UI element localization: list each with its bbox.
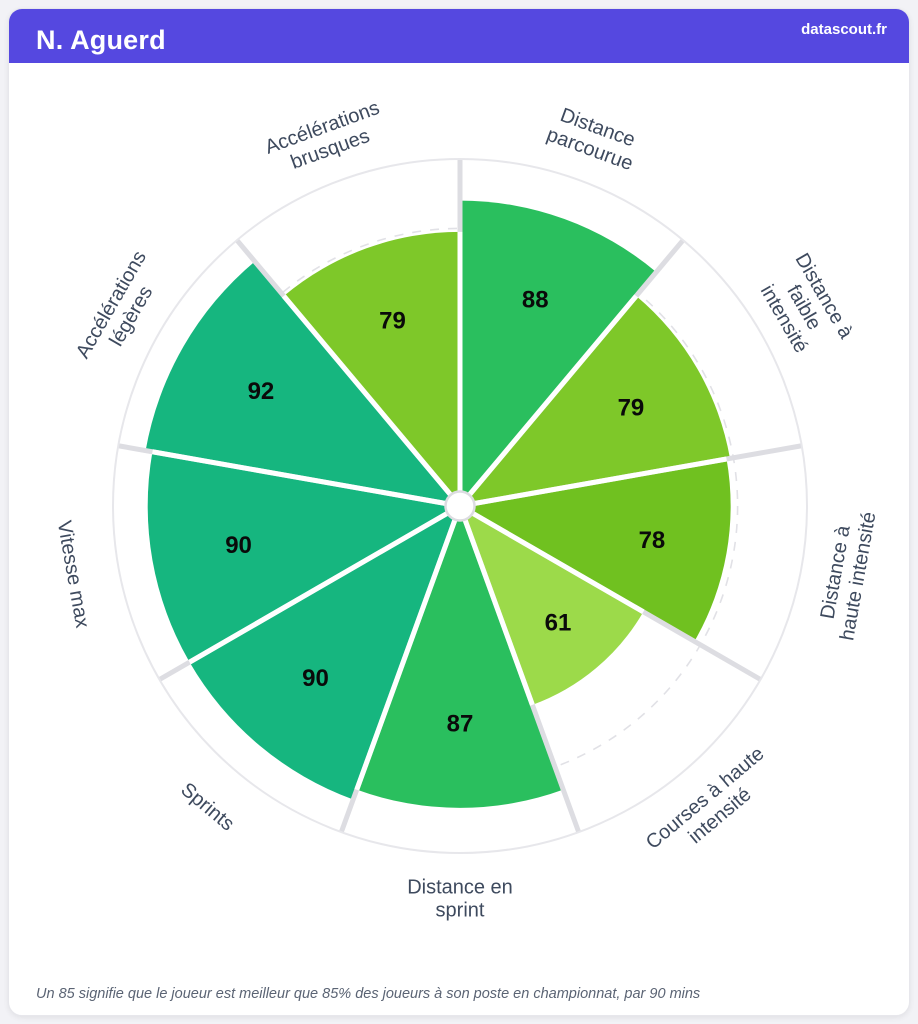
player-name: N. Aguerd: [36, 25, 166, 55]
player-report-card: N. Aguerd datascout.fr Un 85 signifie qu…: [8, 8, 910, 1016]
brand-link[interactable]: datascout.fr: [801, 21, 887, 38]
header-bar: N. Aguerd datascout.fr: [9, 9, 909, 63]
percentile-explanation-note: Un 85 signifie que le joueur est meilleu…: [36, 986, 701, 1002]
